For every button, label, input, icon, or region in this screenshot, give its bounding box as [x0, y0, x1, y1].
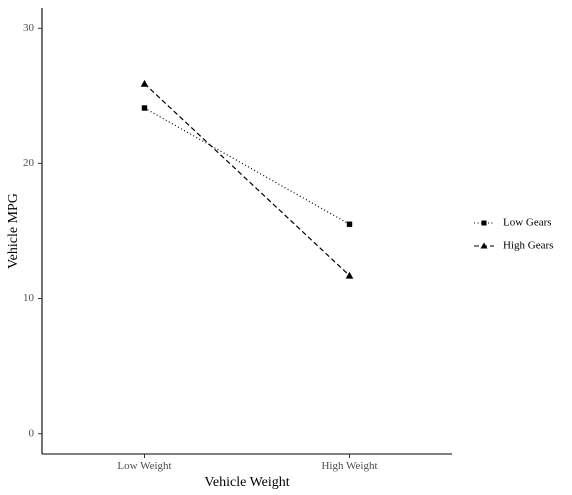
x-tick-label: Low Weight: [117, 460, 171, 472]
data-point-high-gears-1: [345, 271, 354, 279]
legend-label-high-gears: High Gears: [503, 240, 553, 252]
y-ticks: 0 10 20 30: [23, 22, 42, 439]
y-axis-title: Vehicle MPG: [6, 193, 21, 269]
legend-item-high-gears: High Gears: [474, 240, 553, 252]
data-point-low-gears-0: [141, 105, 148, 111]
legend-label-low-gears: Low Gears: [503, 217, 552, 229]
legend-triangle-marker: [480, 242, 488, 249]
y-tick-label: 30: [23, 22, 35, 34]
series-line-high-gears: [144, 83, 350, 277]
y-tick-label: 20: [23, 157, 35, 169]
data-point-low-gears-1: [346, 221, 353, 227]
data-point-high-gears-0: [140, 79, 149, 87]
x-tick-label: High Weight: [321, 460, 377, 472]
legend-square-marker: [481, 220, 487, 226]
legend: Low Gears High Gears: [474, 217, 553, 252]
series-layer: [140, 79, 354, 279]
series-line-low-gears: [144, 107, 350, 225]
x-axis-title: Vehicle Weight: [204, 475, 289, 490]
y-tick-label: 0: [29, 427, 35, 439]
legend-item-low-gears: Low Gears: [474, 217, 552, 229]
y-tick-label: 10: [23, 292, 35, 304]
x-ticks: Low Weight High Weight: [117, 454, 378, 472]
